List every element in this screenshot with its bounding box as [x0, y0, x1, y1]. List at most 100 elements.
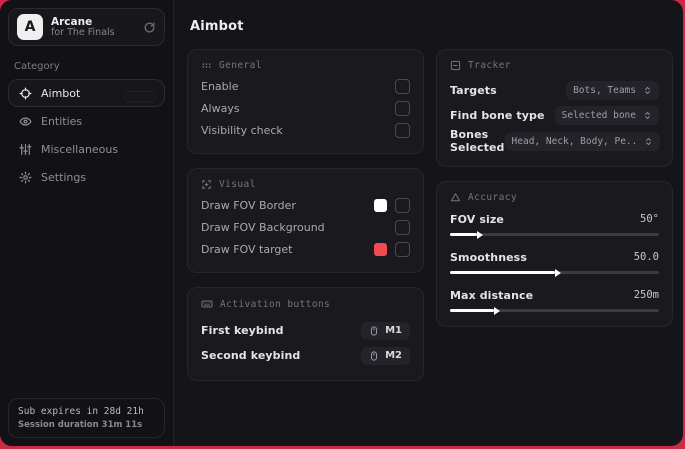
logo-card: A Arcane for The Finals — [8, 8, 165, 46]
eye-icon — [19, 115, 32, 128]
section-title: Accuracy — [468, 192, 517, 203]
sidebar-item-label: Aimbot — [41, 86, 81, 100]
app-identity: Arcane for The Finals — [51, 16, 135, 39]
section-title: General — [219, 60, 262, 71]
dropdown-value: Bots, Teams — [573, 85, 636, 96]
left-column: General Enable Always Visibility check — [187, 49, 424, 381]
fov-target-color-swatch[interactable] — [374, 242, 387, 256]
setting-row: First keybind M1 — [201, 318, 410, 343]
draw-fov-background-checkbox[interactable] — [395, 219, 410, 235]
setting-label: Bones Selected — [450, 128, 505, 154]
setting-label: Enable — [201, 79, 239, 93]
setting-label: Max distance — [450, 288, 534, 302]
always-checkbox[interactable] — [395, 100, 410, 116]
visibility-check-checkbox[interactable] — [395, 122, 410, 138]
main-content: Aimbot General — [174, 0, 683, 446]
slider-thumb[interactable] — [493, 306, 500, 315]
draw-fov-border-checkbox[interactable] — [395, 197, 410, 213]
setting-label: Draw FOV Background — [201, 220, 325, 234]
general-card: General Enable Always Visibility check — [187, 49, 424, 154]
sidebar: A Arcane for The Finals Category Aimbot — [0, 0, 174, 446]
second-keybind-button[interactable]: M2 — [361, 346, 410, 365]
setting-row: Draw FOV Background — [201, 216, 410, 238]
fov-size-value: 50° — [640, 213, 659, 225]
sidebar-item-label: Entities — [41, 114, 83, 128]
app-subtitle: for The Finals — [51, 26, 115, 38]
grid-dots-icon — [201, 60, 212, 71]
chevrons-up-down-icon — [644, 136, 653, 147]
enable-checkbox[interactable] — [395, 78, 410, 94]
setting-row: Enable — [201, 75, 410, 97]
setting-label: Visibility check — [201, 123, 283, 137]
setting-row: Find bone type Selected bone — [450, 103, 659, 128]
dropdown-value: Selected bone — [561, 110, 636, 121]
app-logo: A — [17, 14, 43, 40]
max-distance-value: 250m — [633, 289, 659, 301]
keybind-value: M2 — [385, 350, 402, 361]
setting-label: Second keybind — [201, 349, 301, 362]
setting-label: Always — [201, 101, 240, 115]
visual-card: Visual Draw FOV Border Draw FOV Backgrou… — [187, 168, 424, 273]
fov-size-setting: FOV size 50° — [450, 209, 659, 239]
section-title: Tracker — [468, 60, 511, 71]
smoothness-value: 50.0 — [633, 251, 659, 263]
slider-fill — [450, 230, 484, 239]
max-distance-slider[interactable] — [450, 306, 659, 315]
sidebar-item-aimbot[interactable]: Aimbot — [8, 79, 165, 107]
smoothness-slider[interactable] — [450, 268, 659, 277]
chevrons-up-down-icon — [643, 110, 652, 121]
setting-row: Draw FOV target — [201, 238, 410, 260]
find-bone-type-dropdown[interactable]: Selected bone — [554, 106, 659, 125]
gear-icon — [19, 170, 32, 184]
fov-border-color-swatch[interactable] — [374, 198, 387, 212]
triangle-icon — [450, 192, 461, 203]
sidebar-item-label: Settings — [41, 170, 87, 184]
setting-label: FOV size — [450, 212, 504, 226]
slider-thumb[interactable] — [554, 268, 561, 277]
setting-label: Draw FOV target — [201, 242, 293, 256]
draw-fov-target-checkbox[interactable] — [395, 241, 410, 257]
sidebar-item-entities[interactable]: Entities — [8, 107, 165, 135]
page-title: Aimbot — [190, 19, 244, 34]
chevrons-up-down-icon — [643, 85, 652, 96]
bones-selected-dropdown[interactable]: Head, Neck, Body, Pe.. — [504, 131, 661, 151]
slider-thumb[interactable] — [477, 230, 484, 239]
subscription-info-card: Sub expires in 28d 21h Session duration … — [8, 398, 165, 438]
max-distance-setting: Max distance 250m — [450, 285, 659, 315]
slider-fill — [450, 268, 561, 277]
slider-fill — [450, 306, 500, 315]
smoothness-setting: Smoothness 50.0 — [450, 247, 659, 277]
fov-size-slider[interactable] — [450, 230, 659, 239]
keyboard-icon — [201, 298, 213, 310]
setting-label: First keybind — [201, 324, 284, 337]
setting-row: Targets Bots, Teams — [450, 78, 659, 103]
setting-row: Second keybind M2 — [201, 343, 410, 368]
sub-expiry-text: Sub expires in 28d 21h — [18, 406, 144, 417]
dropdown-value: Head, Neck, Body, Pe.. — [511, 135, 638, 147]
section-title: Visual — [219, 179, 256, 190]
session-duration-text: Session duration 31m 11s — [18, 420, 143, 430]
crosshair-icon — [19, 86, 32, 100]
aimbot-keybind-hint — [124, 91, 156, 102]
setting-row: Bones Selected Head, Neck, Body, Pe.. — [450, 128, 661, 154]
sidebar-item-settings[interactable]: Settings — [8, 163, 165, 191]
setting-label: Targets — [450, 84, 497, 97]
mouse-icon — [369, 325, 379, 337]
targets-dropdown[interactable]: Bots, Teams — [566, 81, 659, 100]
sidebar-item-miscellaneous[interactable]: Miscellaneous — [8, 135, 165, 163]
app-name: Arcane — [51, 15, 93, 28]
accuracy-card: Accuracy FOV size 50° — [436, 181, 673, 327]
keybind-value: M1 — [385, 325, 402, 336]
setting-row: Visibility check — [201, 119, 410, 141]
first-keybind-button[interactable]: M1 — [361, 321, 410, 340]
setting-row: Always — [201, 97, 410, 119]
setting-label: Find bone type — [450, 109, 545, 122]
sidebar-item-label: Miscellaneous — [41, 142, 119, 156]
category-label: Category — [14, 61, 60, 72]
setting-label: Draw FOV Border — [201, 198, 296, 212]
section-title: Activation buttons — [220, 298, 331, 310]
refresh-icon[interactable] — [143, 21, 156, 34]
scan-box-icon — [450, 60, 461, 71]
setting-row: Draw FOV Border — [201, 194, 410, 216]
